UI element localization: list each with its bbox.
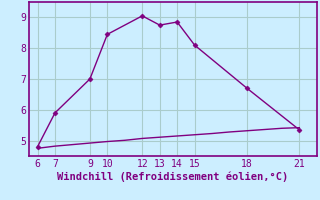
X-axis label: Windchill (Refroidissement éolien,°C): Windchill (Refroidissement éolien,°C) [57,172,288,182]
